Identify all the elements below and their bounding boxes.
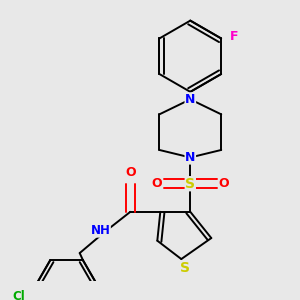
Text: S: S [185,177,195,191]
Text: N: N [185,93,196,106]
Text: N: N [185,151,196,164]
Text: S: S [180,261,190,275]
Text: O: O [151,177,162,190]
Text: NH: NH [90,224,110,237]
Text: Cl: Cl [12,290,25,300]
Text: F: F [230,30,238,43]
Text: O: O [219,177,230,190]
Text: O: O [125,166,136,179]
